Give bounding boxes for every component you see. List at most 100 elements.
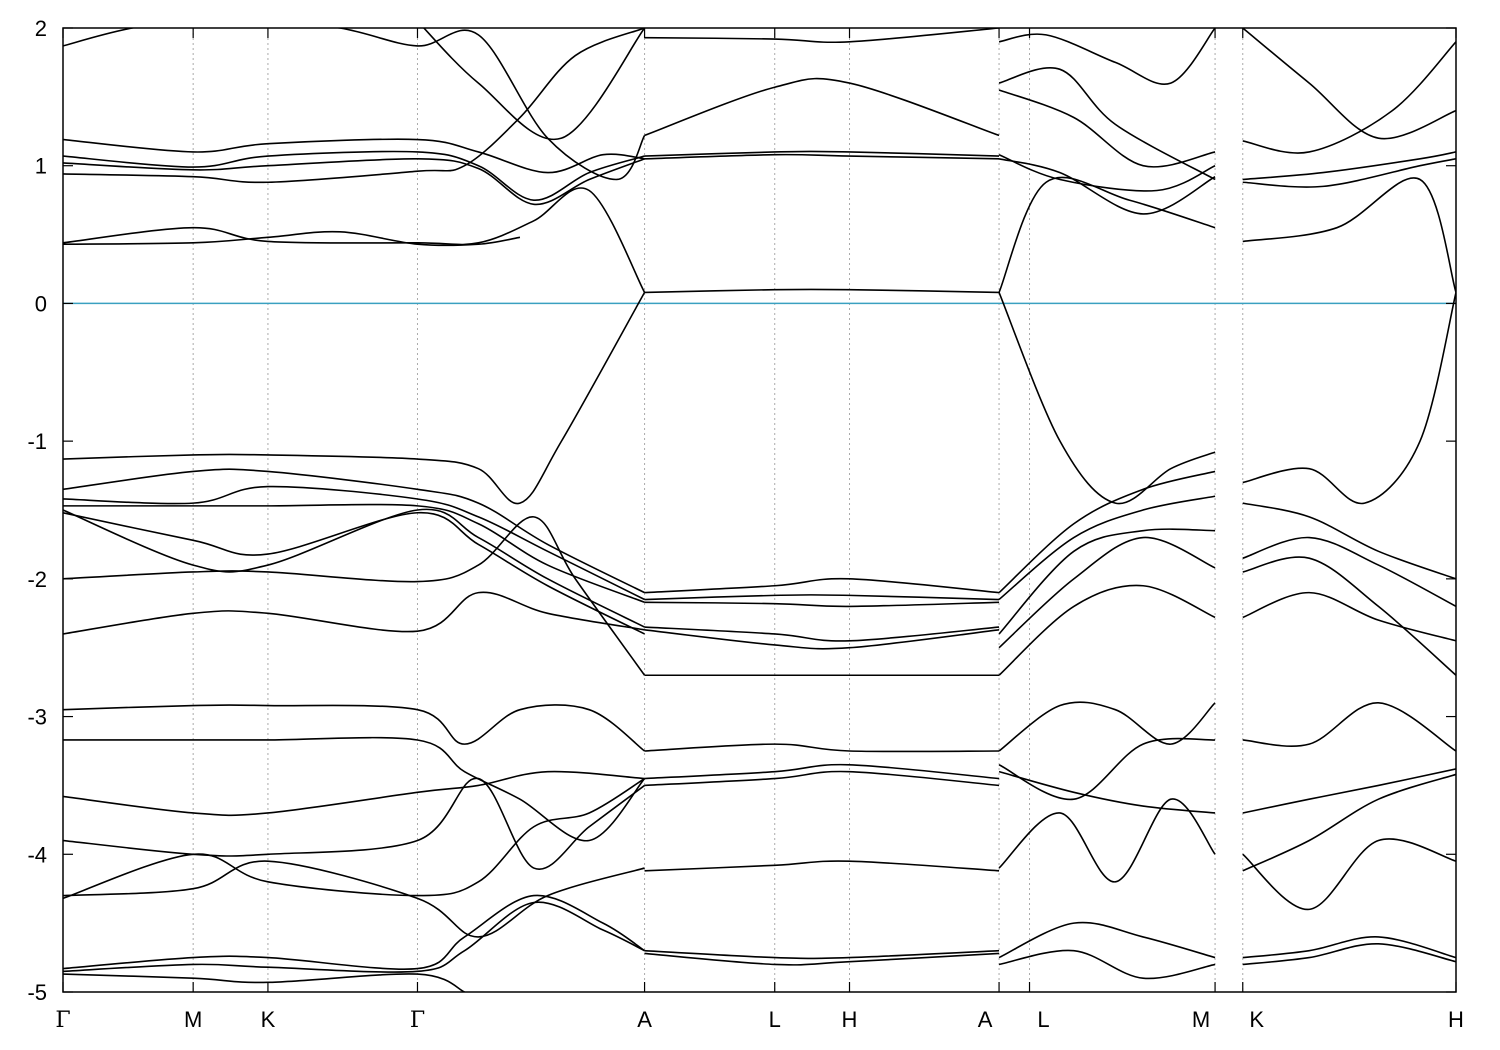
band-line <box>998 701 1216 752</box>
band-line <box>644 743 1000 753</box>
band-line <box>644 629 1000 650</box>
band-line <box>63 28 645 184</box>
band-line <box>63 777 646 871</box>
y-tick-label: -4 <box>27 842 47 867</box>
band-line <box>644 770 1000 787</box>
x-tick-label: L <box>1037 1007 1049 1032</box>
x-tick-label: M <box>184 1007 202 1032</box>
kpoint-gridlines <box>192 28 1244 992</box>
band-line <box>998 770 1216 814</box>
band-line <box>998 528 1216 635</box>
x-tick-label: H <box>842 1007 858 1032</box>
band-lines <box>63 28 1456 992</box>
band-line <box>644 626 1000 642</box>
y-axis-ticks: 2 1 0 -1 -2 -3 -4 -5 <box>27 16 1456 1005</box>
y-tick-label: -5 <box>27 980 47 1005</box>
band-line <box>644 153 1000 160</box>
band-line <box>998 921 1216 959</box>
band-line <box>63 230 521 247</box>
band-line <box>1242 41 1456 154</box>
y-tick-label: -1 <box>27 429 47 454</box>
x-tick-label: K <box>1249 1007 1264 1032</box>
band-line <box>1242 701 1456 752</box>
band-line <box>1242 502 1456 580</box>
band-line <box>998 158 1216 215</box>
band-line <box>63 736 646 842</box>
band-line <box>644 594 1000 601</box>
band-line <box>998 292 1216 505</box>
band-line <box>63 187 646 293</box>
x-tick-label: Γ <box>410 1008 425 1033</box>
band-line <box>644 952 1000 966</box>
band-line <box>1242 773 1456 872</box>
band-line <box>644 288 1000 294</box>
x-tick-label: Γ <box>55 1008 70 1033</box>
band-line <box>1242 768 1456 814</box>
band-line <box>998 536 1216 649</box>
band-line <box>1242 292 1456 505</box>
band-line <box>998 737 1216 801</box>
band-line <box>63 138 645 174</box>
band-line <box>63 150 645 201</box>
band-line <box>1242 28 1456 140</box>
band-line <box>63 516 646 676</box>
y-tick-label: 2 <box>35 16 47 41</box>
x-tick-label: M <box>1192 1007 1210 1032</box>
band-line <box>644 150 1000 157</box>
band-line <box>998 67 1216 181</box>
band-line <box>1242 838 1456 911</box>
band-line <box>63 511 645 635</box>
band-line <box>644 860 1000 872</box>
band-line <box>998 28 1216 85</box>
band-line <box>63 777 645 900</box>
band-line <box>998 153 1216 192</box>
band-line <box>63 770 645 817</box>
band-line <box>644 763 1000 780</box>
band-line <box>63 508 645 628</box>
band-line <box>1242 151 1456 181</box>
band-line <box>422 28 646 141</box>
plot-border <box>62 27 1457 993</box>
y-tick-label: -3 <box>27 705 47 730</box>
band-line <box>998 949 1216 980</box>
band-line <box>63 591 645 635</box>
band-line <box>1242 158 1456 188</box>
band-line <box>644 77 1000 137</box>
band-line <box>1242 591 1456 642</box>
band-line <box>1242 177 1456 293</box>
band-line <box>998 495 1216 601</box>
band-line <box>63 292 646 505</box>
band-line <box>63 503 645 604</box>
band-line <box>63 704 646 752</box>
band-line <box>63 28 646 181</box>
band-line <box>63 973 465 992</box>
band-line <box>1242 556 1456 676</box>
band-line <box>1242 536 1456 608</box>
band-line <box>644 949 1000 960</box>
y-tick-label: 1 <box>35 154 47 179</box>
band-line <box>63 901 645 973</box>
band-line <box>998 176 1216 293</box>
band-line <box>644 28 1000 44</box>
band-line <box>63 860 645 938</box>
x-tick-label: L <box>769 1007 781 1032</box>
x-tick-label: K <box>261 1007 276 1032</box>
band-line <box>1242 936 1456 959</box>
band-line <box>644 601 1000 608</box>
plot-frame <box>62 27 1457 993</box>
y-tick-label: -2 <box>27 567 47 592</box>
x-tick-label: A <box>637 1007 652 1032</box>
x-tick-label: H <box>1448 1007 1464 1032</box>
band-line <box>998 89 1216 168</box>
band-line <box>63 158 645 206</box>
band-line <box>998 470 1216 594</box>
y-tick-label: 0 <box>35 291 47 316</box>
band-line <box>63 894 646 970</box>
band-line <box>63 468 645 594</box>
band-line <box>998 798 1216 883</box>
band-line <box>63 485 645 601</box>
x-tick-label: A <box>978 1007 993 1032</box>
band-line <box>1242 942 1456 966</box>
